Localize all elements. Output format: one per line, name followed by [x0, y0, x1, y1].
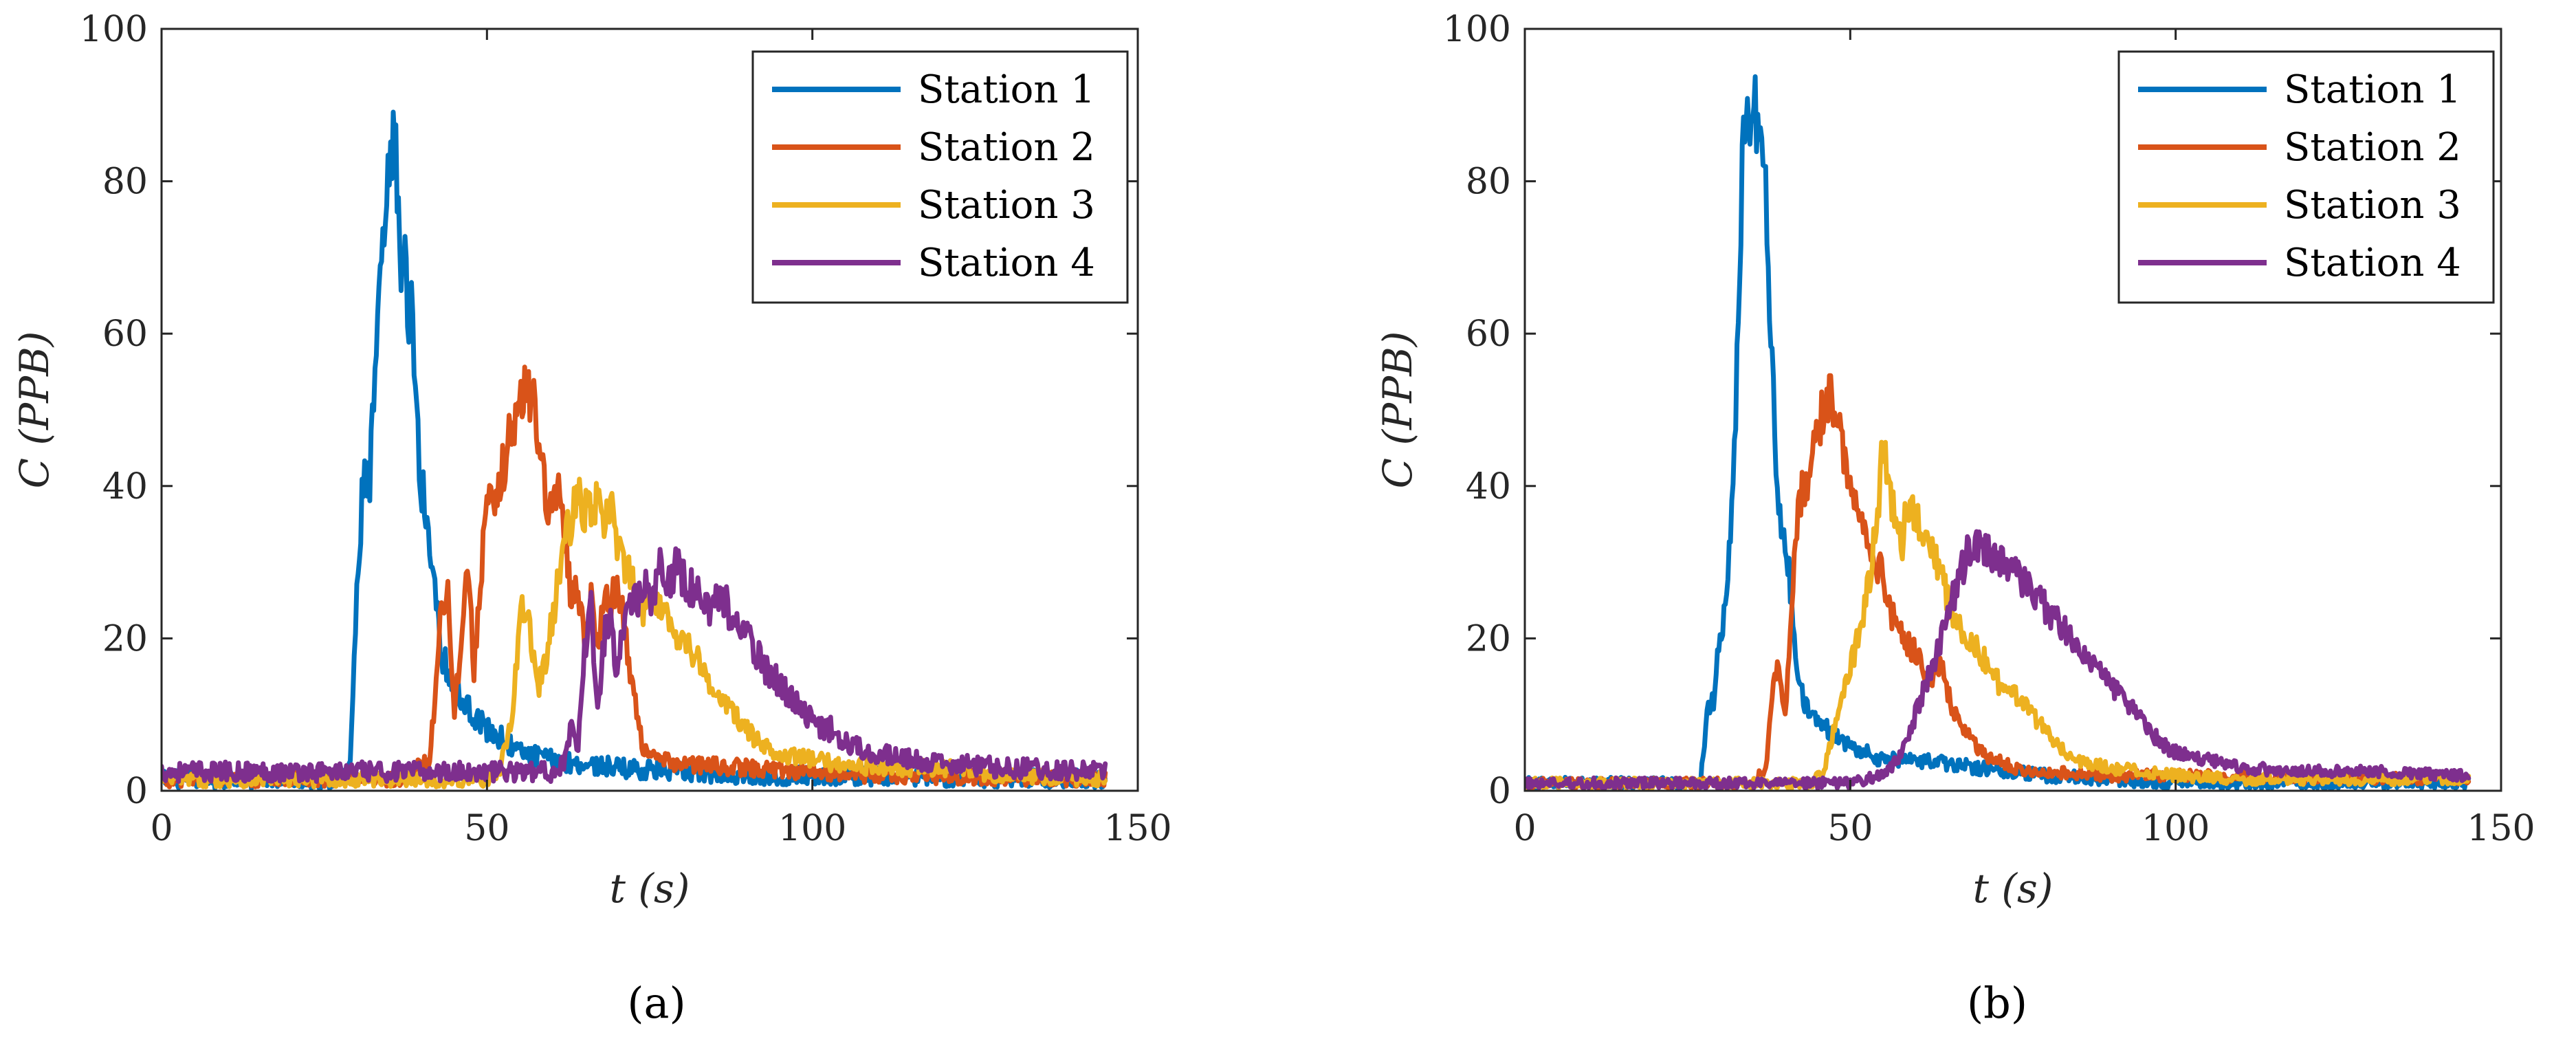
- plot-frame: [160, 28, 1139, 792]
- y-tick-label: 60: [1466, 314, 1511, 355]
- y-tick-label: 80: [102, 162, 148, 203]
- y-tick-label: 40: [1466, 466, 1511, 507]
- x-tick-label: 150: [2467, 808, 2535, 849]
- panel-caption: (b): [1967, 978, 2027, 1028]
- y-tick-label: 20: [1466, 618, 1511, 659]
- y-tick-label: 40: [102, 466, 148, 507]
- legend-label-station-1: Station 1: [918, 67, 1095, 112]
- legend-label-station-1: Station 1: [2284, 67, 2461, 112]
- series-group: [162, 109, 1108, 791]
- legend-label-station-3: Station 3: [918, 183, 1095, 228]
- x-tick-label: 150: [1103, 808, 1171, 849]
- panel-caption: (a): [627, 978, 685, 1028]
- chart-panel-b: 0 50 100 150 0 20 40 60 80 100 t (s) C (PPB) Station…: [1374, 9, 2535, 1028]
- series-group: [1525, 74, 2472, 791]
- x-tick-label: 0: [150, 808, 173, 849]
- x-tick-label: 0: [1513, 808, 1536, 849]
- y-tick-label: 20: [102, 618, 148, 659]
- chart-panel-a: 0 50 100 150 0 20 40 60 80 100 t (s) C (PPB) Station…: [11, 9, 1172, 1028]
- legend-label-station-3: Station 3: [2284, 183, 2461, 228]
- y-axis-label: C (PPB): [11, 331, 58, 489]
- legend: Station 1 Station 2 Station 3 Station 4: [751, 50, 1129, 304]
- series-line-station-3: [1525, 439, 2472, 791]
- legend-label-station-2: Station 2: [2284, 125, 2461, 170]
- y-tick-label: 100: [1443, 9, 1511, 50]
- series-line-station-4: [1525, 529, 2472, 791]
- x-axis-label: t (s): [1973, 865, 2054, 912]
- y-tick-label: 80: [1466, 162, 1511, 203]
- y-axis-label: C (PPB): [1374, 331, 1421, 489]
- legend-label-station-2: Station 2: [918, 125, 1095, 170]
- x-tick-label: 100: [778, 808, 846, 849]
- y-tick-label: 0: [125, 771, 148, 812]
- legend-label-station-4: Station 4: [918, 241, 1095, 285]
- y-tick-label: 100: [80, 9, 148, 50]
- y-tick-label: 60: [102, 314, 148, 355]
- plot-frame: [1523, 28, 2502, 792]
- x-axis-label: t (s): [610, 865, 690, 912]
- series-line-station-4: [162, 546, 1108, 784]
- series-line-station-2: [1525, 373, 2472, 791]
- x-tick-label: 100: [2142, 808, 2210, 849]
- legend: Station 1 Station 2 Station 3 Station 4: [2117, 50, 2495, 304]
- legend-label-station-4: Station 4: [2284, 241, 2461, 285]
- y-tick-label: 0: [1488, 771, 1511, 812]
- series-line-station-3: [162, 477, 1108, 789]
- x-tick-label: 50: [464, 808, 509, 849]
- x-tick-label: 50: [1827, 808, 1873, 849]
